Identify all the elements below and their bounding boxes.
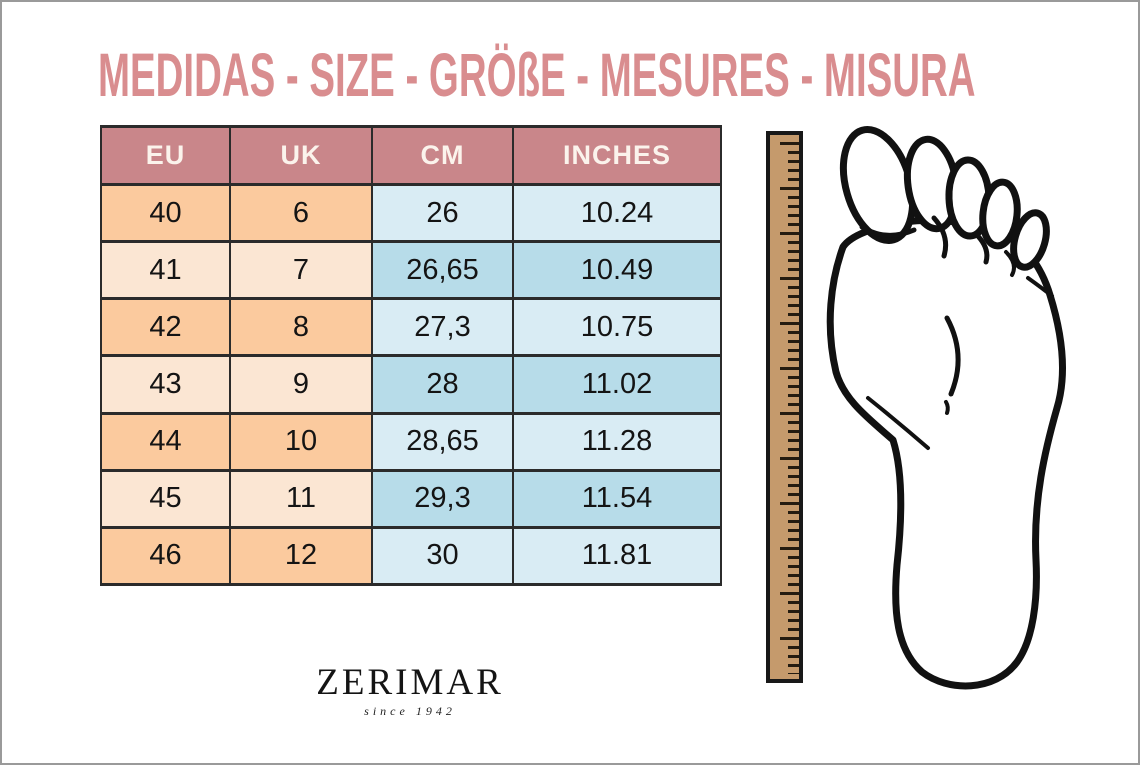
cell-inches: 11.81 <box>512 525 722 587</box>
cell-inches: 11.02 <box>512 354 722 415</box>
cell-cm: 26,65 <box>371 240 514 301</box>
header-cell-uk: UK <box>229 125 373 186</box>
cell-inches: 11.54 <box>512 468 722 529</box>
header-cell-cm: CM <box>371 125 514 186</box>
cell-uk: 7 <box>229 240 373 301</box>
header-cell-eu: EU <box>100 125 231 186</box>
cell-inches: 10.75 <box>512 297 722 358</box>
table-row: 44 10 28,65 11.28 <box>100 411 722 472</box>
cell-inches: 10.49 <box>512 240 722 301</box>
cell-inches: 11.28 <box>512 411 722 472</box>
size-conversion-table: EU UK CM INCHES 40 6 26 10.24 41 7 26,65… <box>100 125 722 587</box>
brand-tagline: since 1942 <box>364 703 456 718</box>
cell-uk: 10 <box>229 411 373 472</box>
cell-uk: 6 <box>229 182 373 244</box>
table-header-row: EU UK CM INCHES <box>100 125 722 186</box>
cell-eu: 43 <box>100 354 231 415</box>
table-row: 45 11 29,3 11.54 <box>100 468 722 529</box>
cell-cm: 30 <box>371 525 514 587</box>
table-row: 46 12 30 11.81 <box>100 525 722 587</box>
ruler-major-ticks <box>780 142 799 674</box>
cell-uk: 8 <box>229 297 373 358</box>
ruler-icon <box>766 131 803 683</box>
cell-eu: 46 <box>100 525 231 587</box>
table-row: 40 6 26 10.24 <box>100 182 722 244</box>
cell-uk: 11 <box>229 468 373 529</box>
header-cell-inches: INCHES <box>512 125 722 186</box>
table-row: 42 8 27,3 10.75 <box>100 297 722 358</box>
cell-eu: 45 <box>100 468 231 529</box>
cell-eu: 44 <box>100 411 231 472</box>
cell-eu: 41 <box>100 240 231 301</box>
cell-cm: 26 <box>371 182 514 244</box>
cell-uk: 12 <box>229 525 373 587</box>
cell-eu: 40 <box>100 182 231 244</box>
cell-cm: 28,65 <box>371 411 514 472</box>
cell-cm: 28 <box>371 354 514 415</box>
brand-logo: ZERIMAR since 1942 <box>295 662 525 719</box>
table-row: 43 9 28 11.02 <box>100 354 722 415</box>
cell-cm: 27,3 <box>371 297 514 358</box>
page-title: MEDIDAS - SIZE - GRÖßE - MESURES - MISUR… <box>98 41 976 109</box>
cell-inches: 10.24 <box>512 182 722 244</box>
cell-uk: 9 <box>229 354 373 415</box>
table-row: 41 7 26,65 10.49 <box>100 240 722 301</box>
cell-eu: 42 <box>100 297 231 358</box>
cell-cm: 29,3 <box>371 468 514 529</box>
brand-name: ZERIMAR <box>316 662 504 703</box>
